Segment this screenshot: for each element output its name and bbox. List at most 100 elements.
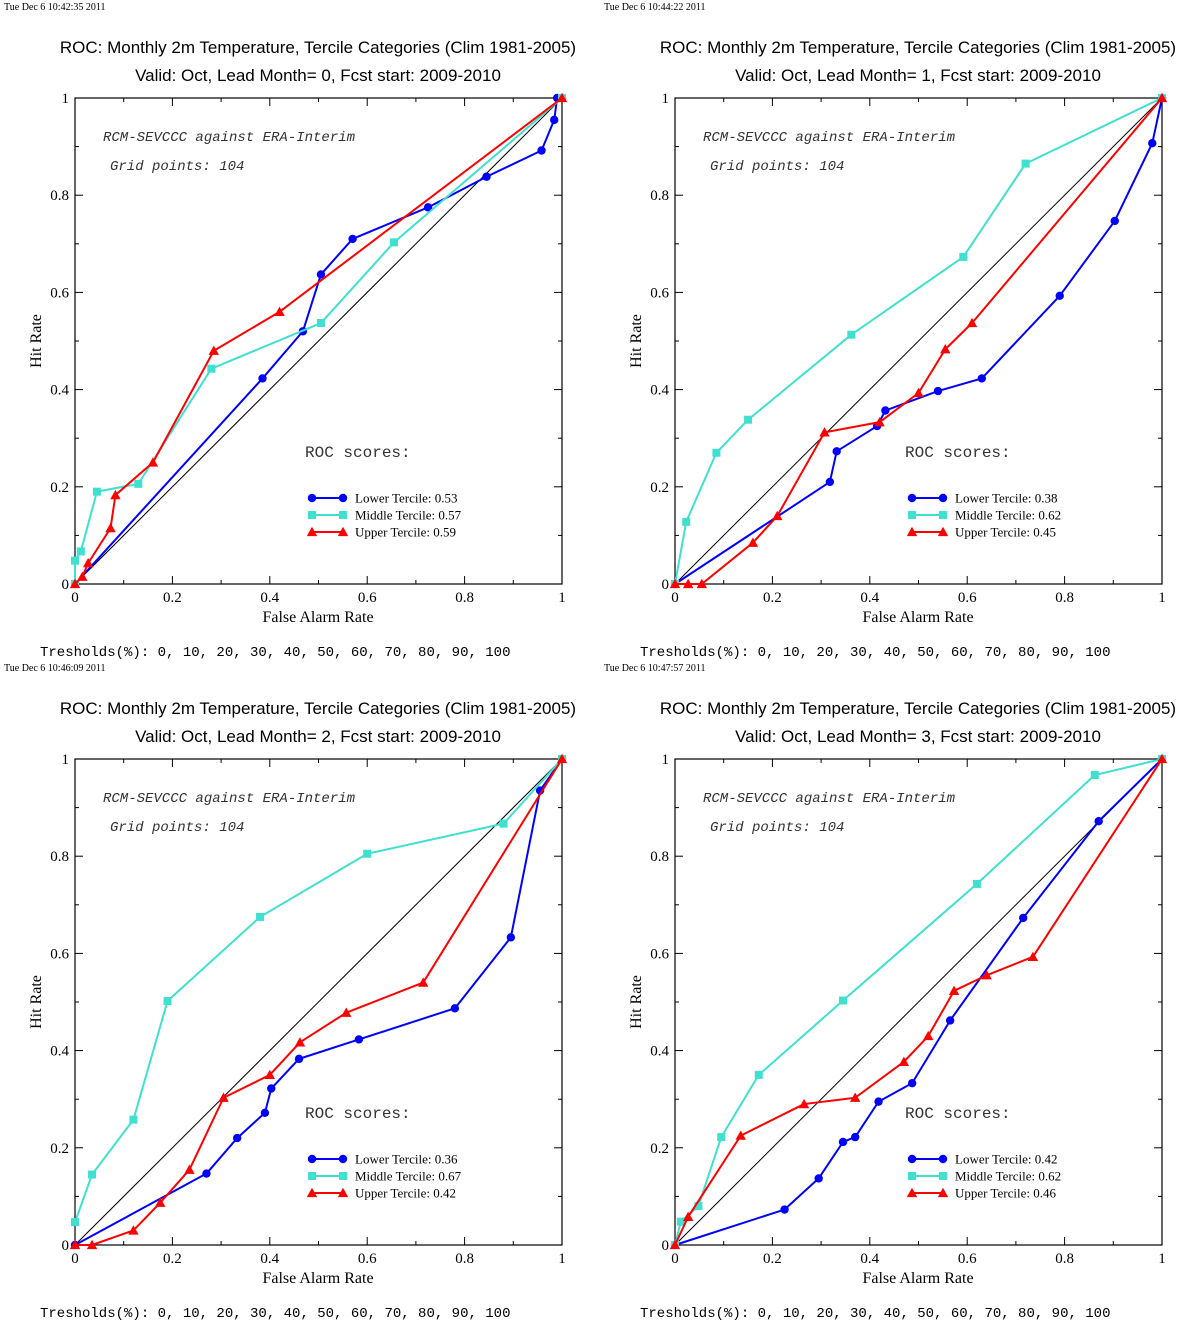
legend-marker: [938, 493, 948, 503]
upper-tercile-point: [341, 1007, 352, 1017]
legend-marker: [307, 1154, 317, 1164]
legend-marker: [308, 511, 316, 519]
lower-tercile-point: [354, 1035, 364, 1044]
lower-tercile-point: [537, 146, 546, 155]
legend-marker: [937, 1187, 949, 1198]
legend-marker: [907, 493, 917, 503]
x-tick-label: 0.6: [958, 1251, 977, 1267]
legend-entry-lower: Lower Tercile: 0.42: [907, 1152, 1057, 1167]
upper-tercile-point: [264, 1069, 275, 1080]
upper-tercile-point: [966, 317, 978, 328]
lower-tercile-point: [977, 374, 987, 383]
x-tick-label: 0: [71, 590, 79, 606]
dataset-annotation: RCM-SEVCCC against ERA-Interim: [703, 791, 956, 807]
y-tick-label: 0.8: [50, 188, 69, 204]
upper-tercile-point: [682, 1211, 694, 1221]
y-tick-label: 0.4: [650, 383, 669, 399]
lower-tercile-point: [945, 1016, 955, 1025]
timestamp: Tue Dec 6 10:47:57 2011: [604, 663, 705, 674]
grid-points-annotation: Grid points: 104: [710, 159, 844, 175]
lower-tercile-point: [506, 933, 516, 942]
upper-tercile-point: [669, 578, 681, 589]
upper-tercile-point: [981, 970, 992, 980]
legend-entry-middle: Middle Tercile: 0.57: [308, 508, 462, 523]
x-tick-label: 0.6: [358, 590, 377, 606]
upper-tercile-point: [77, 571, 88, 581]
x-tick-label: 0.4: [860, 590, 879, 606]
middle-tercile-point: [88, 1170, 97, 1179]
roc-panel-lead-0: Tue Dec 6 10:42:35 2011 ROC: Monthly 2m T…: [0, 0, 600, 661]
middle-tercile-point: [694, 1202, 703, 1211]
lower-tercile-point: [780, 1205, 789, 1214]
upper-tercile-point: [913, 387, 924, 398]
legend-label: Upper Tercile: 0.45: [955, 525, 1056, 540]
upper-tercile-point: [208, 345, 219, 355]
lower-tercile-point: [838, 1137, 848, 1147]
legend-entry-lower: Lower Tercile: 0.38: [907, 491, 1057, 506]
timestamp: Tue Dec 6 10:46:09 2011: [4, 663, 105, 674]
lower-tercile-point: [267, 1084, 276, 1093]
thresholds-text: Tresholds(%): 0, 10, 20, 30, 40, 50, 60,…: [640, 1306, 1110, 1322]
legend-entry-middle: Middle Tercile: 0.67: [308, 1169, 462, 1184]
x-tick-label: 0.6: [958, 590, 977, 606]
legend-entry-lower: Lower Tercile: 0.36: [307, 1152, 458, 1167]
lower-tercile-point: [316, 270, 326, 279]
y-tick-label: 0.6: [50, 285, 69, 301]
upper-tercile-point: [294, 1037, 306, 1047]
lower-tercile-point: [933, 386, 943, 396]
x-tick-label: 0: [71, 1251, 79, 1267]
x-axis-label: False Alarm Rate: [262, 609, 373, 626]
lower-tercile-point: [550, 115, 559, 125]
legend-marker: [338, 1154, 348, 1164]
middle-tercile-point: [256, 912, 265, 921]
lower-tercile-point: [482, 172, 491, 181]
dataset-annotation: RCM-SEVCCC against ERA-Interim: [103, 791, 356, 807]
lower-tercile-point: [202, 1169, 211, 1178]
upper-tercile-point: [849, 1092, 861, 1102]
upper-tercile-point: [1156, 92, 1168, 103]
legend-marker: [337, 526, 349, 537]
legend-entry-upper: Upper Tercile: 0.46: [906, 1186, 1057, 1201]
legend-label: Lower Tercile: 0.42: [955, 1152, 1057, 1167]
roc-chart-0: Tue Dec 6 10:42:35 2011 ROC: Monthly 2m T…: [4, 2, 576, 661]
legend-marker: [308, 1172, 316, 1180]
legend-marker: [306, 1187, 318, 1198]
y-tick-label: 0.4: [50, 1044, 69, 1060]
roc-chart-2: Tue Dec 6 10:46:09 2011 ROC: Monthly 2m T…: [4, 663, 576, 1322]
middle-tercile-point: [163, 997, 172, 1006]
roc-chart-3: Tue Dec 6 10:47:57 2011 ROC: Monthly 2m T…: [604, 663, 1176, 1322]
series-middle-tercile: [71, 94, 566, 588]
middle-tercile-line: [674, 97, 1163, 585]
x-tick-label: 0.4: [860, 1251, 879, 1267]
dataset-annotation: RCM-SEVCCC against ERA-Interim: [703, 130, 956, 146]
lower-tercile-point: [423, 203, 433, 212]
roc-chart-1: Tue Dec 6 10:44:22 2011 ROC: Monthly 2m T…: [604, 2, 1176, 661]
upper-tercile-point: [819, 427, 830, 437]
y-axis-label: Hit Rate: [28, 975, 45, 1029]
lower-tercile-point: [1110, 216, 1119, 226]
thresholds-text: Tresholds(%): 0, 10, 20, 30, 40, 50, 60,…: [640, 645, 1110, 661]
y-tick-label: 0.6: [650, 946, 669, 962]
chart-subtitle: Valid: Oct, Lead Month= 1, Fcst start: 2…: [735, 66, 1101, 85]
middle-tercile-point: [129, 1115, 138, 1124]
series-upper-tercile: [669, 92, 1168, 589]
x-axis-label: False Alarm Rate: [262, 1270, 373, 1287]
thresholds-text: Tresholds(%): 0, 10, 20, 30, 40, 50, 60,…: [40, 1306, 510, 1322]
upper-tercile-point: [418, 977, 429, 987]
middle-tercile-point: [847, 330, 856, 339]
timestamp: Tue Dec 6 10:44:22 2011: [604, 2, 705, 13]
y-tick-label: 0.2: [650, 480, 669, 496]
upper-tercile-point: [1156, 753, 1168, 764]
middle-tercile-point: [754, 1070, 763, 1079]
lower-tercile-point: [1148, 138, 1157, 148]
roc-scores-header: ROC scores:: [905, 444, 1011, 462]
middle-tercile-point: [972, 879, 981, 888]
legend-marker: [907, 1154, 917, 1164]
upper-tercile-point: [1027, 951, 1039, 961]
legend-label: Upper Tercile: 0.42: [355, 1186, 456, 1201]
legend-marker: [307, 493, 317, 503]
x-axis-label: False Alarm Rate: [862, 609, 973, 626]
y-tick-label: 1: [662, 752, 670, 768]
lower-tercile-point: [1055, 291, 1064, 301]
roc-panel-lead-3: Tue Dec 6 10:47:57 2011 ROC: Monthly 2m T…: [600, 661, 1200, 1322]
